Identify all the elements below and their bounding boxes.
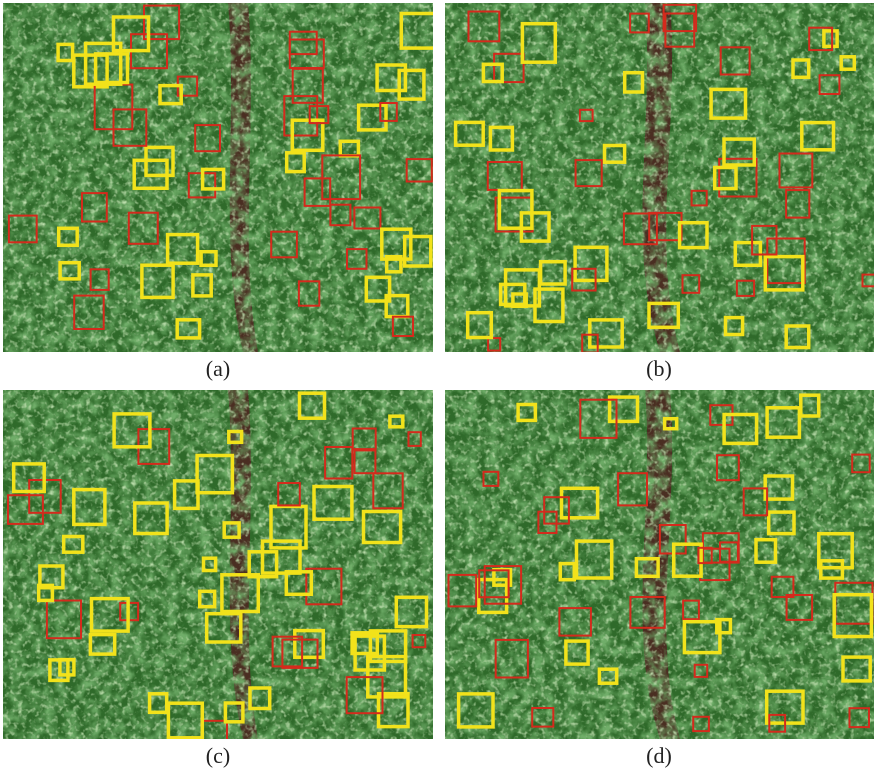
caption: (d) xyxy=(646,743,672,768)
aerial-image xyxy=(445,3,874,353)
page: {"panels": [ {"caption": "(a)"}, {"capti… xyxy=(0,0,874,776)
aerial-image xyxy=(3,390,433,749)
caption: (c) xyxy=(206,743,230,768)
caption: (b) xyxy=(646,356,672,381)
panels xyxy=(3,3,874,749)
aerial-image xyxy=(3,3,438,352)
caption: (a) xyxy=(206,356,230,381)
aerial-image xyxy=(445,390,874,739)
figure: (a) (b) (c) (d) xyxy=(0,0,874,776)
canopy-texture xyxy=(445,3,874,352)
